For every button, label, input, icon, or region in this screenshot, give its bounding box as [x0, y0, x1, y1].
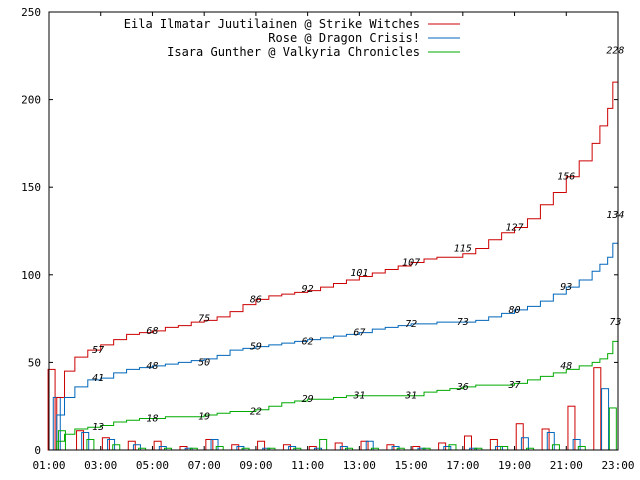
hourly-bar	[572, 438, 581, 451]
hourly-bar	[86, 438, 95, 451]
hourly-bar	[608, 407, 617, 451]
hourly-bar	[210, 438, 219, 451]
point-label: 37	[508, 380, 521, 391]
point-label: 31	[352, 391, 365, 402]
y-tick-label: 250	[21, 6, 41, 19]
point-label: 59	[250, 342, 262, 353]
series-line	[49, 50, 619, 451]
x-tick-label: 01:00	[32, 459, 65, 472]
point-label: 73	[457, 317, 469, 328]
point-label: 80	[509, 305, 521, 316]
series-lines	[49, 50, 619, 451]
y-tick-label: 50	[28, 356, 41, 369]
point-label: 115	[454, 244, 472, 255]
point-label: 75	[198, 314, 210, 325]
point-label: 36	[456, 382, 469, 393]
hourly-bar	[215, 445, 224, 451]
point-label: 29	[302, 394, 314, 405]
point-label: 22	[250, 406, 262, 417]
point-label: 41	[92, 373, 104, 384]
hourly-bar	[205, 438, 214, 451]
point-label: 86	[250, 294, 262, 305]
hourly-bar	[567, 405, 576, 451]
series-line	[49, 215, 619, 451]
x-tick-label: 17:00	[446, 459, 479, 472]
point-label: 57	[92, 345, 104, 356]
hourly-bar	[500, 445, 509, 451]
x-tick-label: 11:00	[291, 459, 324, 472]
hourly-bar	[282, 444, 291, 451]
plot-frame	[48, 11, 619, 451]
hourly-bar	[360, 440, 369, 451]
point-label: 48	[560, 361, 572, 372]
point-label: 50	[198, 357, 210, 368]
x-tick-label: 03:00	[84, 459, 117, 472]
y-tick-label: 150	[21, 181, 41, 194]
point-label: 18	[146, 413, 158, 424]
x-tick-label: 05:00	[136, 459, 169, 472]
point-label: 101	[350, 268, 368, 279]
hourly-bar	[601, 388, 610, 451]
y-tick-label: 100	[21, 269, 41, 282]
point-label: 156	[557, 172, 575, 183]
hourly-bar	[76, 430, 85, 451]
point-label: 93	[560, 282, 572, 293]
hourly-bar	[81, 431, 90, 451]
hourly-bar	[386, 444, 395, 451]
point-labels: 57 68 75 86 92 101 107 115 127 156 228 41 48 50 59 62 67…	[92, 46, 624, 434]
point-label: 13	[92, 422, 104, 433]
x-tick-label: 21:00	[550, 459, 583, 472]
y-tick-label: 0	[34, 444, 41, 457]
x-tick-label: 19:00	[498, 459, 531, 472]
hourly-bar	[515, 423, 524, 451]
point-label: 31	[404, 391, 417, 402]
legend-label: Rose @ Dragon Crisis!	[268, 31, 420, 45]
hourly-bar	[551, 444, 560, 451]
hourly-bar	[127, 440, 136, 451]
hourly-bar	[112, 444, 121, 451]
point-label: 92	[302, 284, 314, 295]
legend: Eila Ilmatar Juutilainen @ Strike Witche…	[124, 17, 460, 59]
point-label: 48	[146, 361, 158, 372]
point-label: 72	[405, 319, 417, 330]
x-tick-label: 13:00	[343, 459, 376, 472]
legend-label: Eila Ilmatar Juutilainen @ Strike Witche…	[124, 17, 420, 31]
legend-label: Isara Gunther @ Valkyria Chronicles	[167, 45, 420, 59]
x-tick-label: 09:00	[239, 459, 272, 472]
series-line	[49, 322, 619, 451]
point-label: 127	[506, 222, 524, 233]
point-label: 134	[606, 210, 624, 221]
hourly-bar	[489, 438, 498, 451]
hourly-bar	[577, 445, 586, 451]
point-label: 62	[302, 336, 314, 347]
hourly-bar	[443, 445, 452, 451]
point-label: 73	[609, 317, 621, 328]
point-label: 19	[198, 412, 210, 423]
hourly-bar	[153, 440, 162, 451]
axes: 0 50 100 150 200 250 01:00 03:00 05:00 07:00 09:00…	[21, 6, 634, 472]
hourly-bar	[448, 444, 457, 451]
hourly-bar	[593, 367, 602, 451]
point-label: 68	[146, 326, 158, 337]
y-tick-label: 200	[21, 94, 41, 107]
point-label: 67	[353, 328, 365, 339]
x-tick-label: 23:00	[601, 459, 634, 472]
hourly-bar	[132, 444, 141, 451]
x-tick-label: 15:00	[395, 459, 428, 472]
hourly-bar	[546, 431, 555, 451]
point-label: 228	[606, 46, 624, 57]
point-label: 107	[402, 258, 420, 269]
hourly-bar	[495, 445, 504, 451]
hourly-bar	[231, 444, 240, 451]
x-tick-label: 07:00	[188, 459, 221, 472]
